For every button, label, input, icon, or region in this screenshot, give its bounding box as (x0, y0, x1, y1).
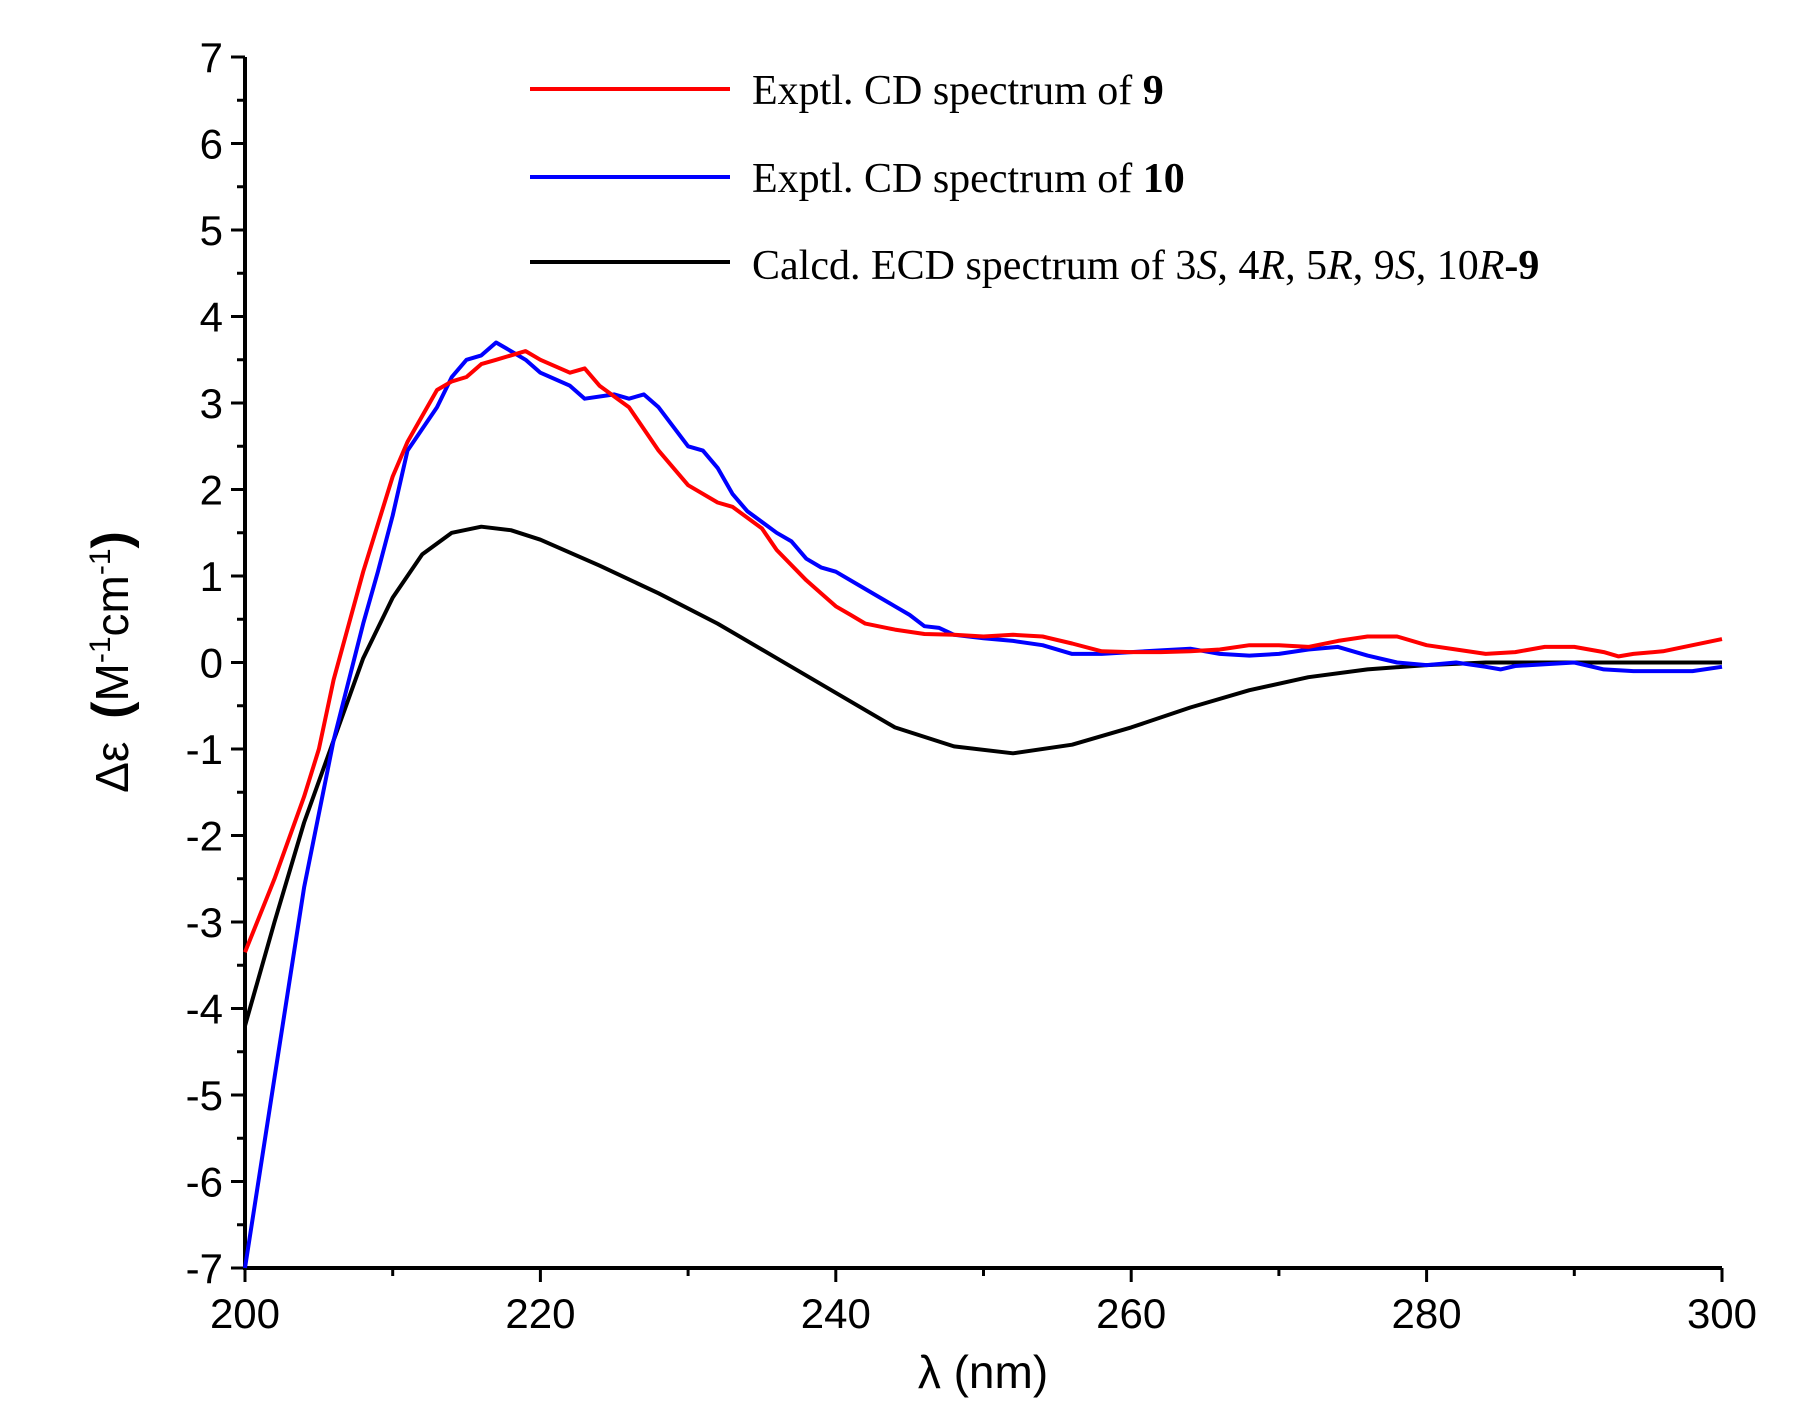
series-line-calcd (243, 524, 1722, 1027)
series-line-exptl-9 (243, 349, 1723, 954)
y-tick-label: 3 (200, 380, 223, 427)
svg-text:Δε (M-1cm-1): Δε (M-1cm-1) (82, 531, 140, 793)
legend-label-exptl-10: Exptl. CD spectrum of 10 (752, 156, 1185, 202)
y-tick-label: 7 (200, 34, 223, 81)
y-tick-label: -5 (186, 1072, 223, 1119)
y-tick-label: -2 (186, 813, 223, 860)
x-tick-label: 220 (505, 1290, 575, 1337)
x-tick-label: 260 (1096, 1290, 1166, 1337)
y-tick-label: -3 (186, 899, 223, 946)
legend: Exptl. CD spectrum of 9 Exptl. CD spectr… (530, 68, 1539, 289)
x-axis-title: λ (nm) (918, 1346, 1048, 1398)
y-tick-label: -1 (186, 726, 223, 773)
x-ticks: 200 220 240 260 280 300 (210, 1268, 1757, 1337)
legend-label-calcd: Calcd. ECD spectrum of 3S, 4R, 5R, 9S, 1… (752, 243, 1539, 289)
x-tick-label: 240 (801, 1290, 871, 1337)
series-line-exptl-10 (243, 340, 1723, 1269)
y-tick-label: 4 (200, 294, 223, 341)
y-tick-label: 6 (200, 121, 223, 168)
y-tick-label: 1 (200, 553, 223, 600)
y-tick-label: 0 (200, 640, 223, 687)
y-tick-label: -4 (186, 986, 223, 1033)
y-tick-label: 5 (200, 207, 223, 254)
series-lines (243, 340, 1723, 1269)
x-tick-label: 300 (1687, 1290, 1757, 1337)
x-tick-label: 280 (1392, 1290, 1462, 1337)
y-tick-label: -6 (186, 1159, 223, 1206)
y-tick-label: -7 (186, 1245, 223, 1292)
x-tick-label: 200 (210, 1290, 280, 1337)
legend-label-exptl-9: Exptl. CD spectrum of 9 (752, 68, 1164, 114)
y-tick-label: 2 (200, 467, 223, 514)
y-axis-title: Δε (M-1cm-1) (82, 531, 140, 793)
y-ticks: 7 6 5 4 3 2 1 0 -1 -2 -3 -4 -5 -6 -7 (186, 34, 245, 1292)
